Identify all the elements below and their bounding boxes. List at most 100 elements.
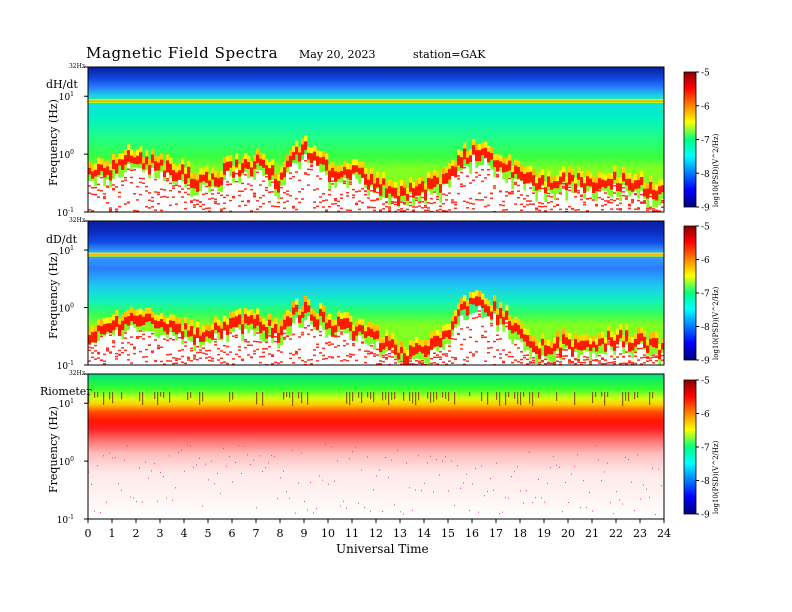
- psd-speckle: [325, 199, 328, 201]
- psd-column-high: [523, 173, 527, 184]
- psd-speckle: [451, 356, 454, 359]
- psd-speckle: [196, 464, 197, 466]
- psd-column-transition: [451, 315, 455, 323]
- psd-speckle: [238, 349, 241, 351]
- psd-column-transition: [400, 340, 404, 348]
- psd-column-floor: [247, 178, 251, 212]
- psd-speckle: [121, 351, 124, 354]
- psd-speckle: [646, 209, 649, 211]
- psd-column-floor: [439, 347, 443, 365]
- psd-speckle: [334, 202, 337, 205]
- psd-column-transition: [208, 325, 212, 333]
- psd-speckle: [103, 193, 106, 195]
- psd-speckle: [334, 335, 337, 338]
- psd-speckle: [544, 501, 545, 503]
- psd-speckle: [598, 362, 601, 364]
- psd-column-transition: [316, 313, 320, 321]
- psd-speckle: [595, 205, 598, 207]
- psd-column-high: [388, 186, 392, 194]
- psd-speckle: [307, 173, 310, 176]
- psd-column-floor: [235, 327, 239, 365]
- colorbar-tick-label: -6: [701, 256, 710, 266]
- psd-column-high: [226, 161, 230, 172]
- psd-column-floor: [514, 339, 518, 365]
- psd-speckle: [298, 357, 301, 359]
- psd-column-transition: [193, 328, 197, 336]
- psd-speckle: [217, 347, 220, 350]
- psd-column-transition: [508, 315, 512, 323]
- psd-speckle: [199, 349, 202, 351]
- psd-speckle: [118, 483, 119, 485]
- psd-column-high: [142, 316, 146, 325]
- psd-speckle: [463, 338, 466, 341]
- psd-column-transition: [352, 325, 356, 333]
- psd-column-transition: [388, 334, 392, 342]
- psd-speckle: [265, 186, 268, 189]
- psd-column-high: [628, 342, 632, 352]
- psd-speckle: [301, 359, 304, 362]
- psd-speckle: [547, 201, 550, 204]
- psd-speckle: [442, 353, 445, 355]
- psd-column-transition: [445, 166, 449, 174]
- psd-speckle: [121, 184, 124, 186]
- psd-speckle: [250, 344, 253, 347]
- psd-column-high: [130, 155, 134, 163]
- psd-speckle: [130, 182, 133, 184]
- psd-column-floor: [415, 358, 419, 365]
- psd-speckle: [601, 208, 604, 211]
- psd-column-transition: [628, 172, 632, 180]
- psd-speckle: [244, 204, 247, 207]
- psd-speckle: [484, 196, 487, 199]
- psd-speckle: [292, 175, 295, 178]
- psd-column-high: [472, 298, 476, 305]
- psd-speckle: [472, 354, 475, 357]
- psd-column-high: [469, 297, 473, 305]
- psd-column-transition: [193, 173, 197, 181]
- psd-speckle: [124, 203, 127, 205]
- psd-column-transition: [235, 310, 239, 318]
- psd-speckle: [379, 360, 382, 362]
- psd-column-high: [106, 323, 110, 332]
- psd-speckle: [508, 355, 511, 358]
- psd-speckle: [451, 338, 454, 340]
- psd-column-transition: [172, 314, 176, 322]
- psd-speckle: [280, 361, 283, 363]
- psd-speckle: [421, 359, 424, 362]
- psd-speckle: [244, 445, 245, 447]
- psd-column-transition: [625, 172, 629, 180]
- psd-speckle: [466, 360, 469, 362]
- psd-column-transition: [166, 318, 170, 326]
- psd-speckle: [457, 178, 460, 180]
- psd-column-high: [598, 178, 602, 190]
- psd-speckle: [178, 336, 181, 339]
- psd-speckle: [466, 326, 469, 329]
- psd-column-high: [592, 182, 596, 194]
- psd-stripe: [283, 392, 285, 400]
- psd-column-high: [577, 342, 581, 350]
- psd-speckle: [127, 445, 128, 447]
- psd-speckle: [484, 205, 487, 208]
- psd-speckle: [538, 363, 541, 366]
- psd-column-high: [100, 164, 104, 172]
- psd-speckle: [427, 202, 430, 204]
- psd-speckle: [421, 196, 424, 199]
- psd-column-high: [208, 180, 212, 187]
- psd-column-transition: [136, 309, 140, 317]
- psd-speckle: [208, 210, 211, 213]
- psd-speckle: [304, 173, 307, 175]
- psd-column-floor: [265, 341, 269, 365]
- psd-speckle: [283, 470, 284, 472]
- psd-speckle: [646, 357, 649, 359]
- psd-column-high: [544, 345, 548, 356]
- psd-speckle: [631, 363, 634, 365]
- psd-column-high: [88, 335, 92, 346]
- psd-column-transition: [592, 176, 596, 184]
- psd-speckle: [628, 204, 631, 207]
- psd-speckle: [403, 210, 406, 212]
- psd-speckle: [538, 361, 541, 364]
- y-tick-label: 101: [59, 245, 74, 257]
- psd-speckle: [616, 208, 619, 210]
- psd-speckle: [490, 324, 493, 327]
- psd-speckle: [526, 204, 529, 206]
- psd-column-transition: [475, 290, 479, 298]
